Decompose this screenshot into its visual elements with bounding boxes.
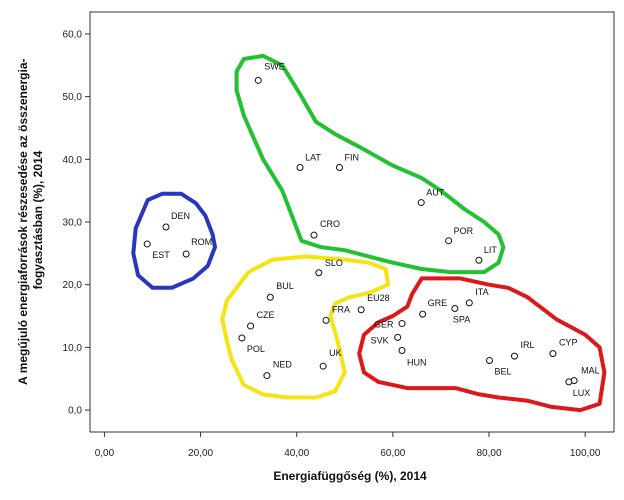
data-point-ita [465,299,473,307]
data-point-lat [296,163,304,171]
point-label-lux: LUX [573,388,591,398]
cluster-outline-red [357,276,607,413]
point-label-ger: GER [374,320,394,330]
cluster-outline-yellow [220,254,391,400]
data-point-svk [394,333,402,341]
data-point-irl [510,352,518,360]
point-label-ita: ITA [475,287,488,297]
x-tick-label: 20,00 [188,448,213,459]
data-point-ned [263,372,271,380]
data-point-gre [419,310,427,318]
point-label-hun: HUN [407,358,427,368]
point-label-gre: GRE [428,298,448,308]
cluster-outline-blue [131,191,217,290]
data-points: SWE LAT FIN AUT POR LIT CRO DEN EST ROM SLO BUL CZE P… [143,61,600,398]
data-point-fra [322,316,330,324]
data-point-por [445,237,453,245]
data-point-lux [565,378,573,386]
y-axis-title: A megújuló energiaforrások részesedése a… [16,55,45,385]
data-point-bul [266,293,274,301]
point-label-uk: UK [329,348,342,358]
y-axis-title-line-1: A megújuló energiaforrások részesedése a… [16,58,30,384]
data-point-est [143,240,151,248]
point-label-est: EST [152,250,170,260]
point-label-cze: CZE [257,310,275,320]
y-tick-label: 0,0 [68,406,82,417]
data-point-bel [485,357,493,365]
point-label-cro: CRO [320,219,340,229]
data-point-uk [319,362,327,370]
x-tick-label: 80,00 [476,448,501,459]
point-label-rom: ROM [191,237,212,247]
point-label-lit: LIT [484,245,498,255]
point-label-ned: NED [273,360,293,370]
axes: 0,00 20,00 40,00 60,00 80,00 100,00 0,0 10,0 20,… [63,29,601,459]
data-point-den [162,223,170,231]
y-axis-title-line-2: fogyasztásban (%), 2014 [31,150,45,289]
point-label-fra: FRA [332,304,350,314]
point-label-bul: BUL [276,281,294,291]
point-label-swe: SWE [264,61,285,71]
data-point-hun [398,347,406,355]
point-label-fin: FIN [345,152,360,162]
y-tick-label: 60,0 [63,29,83,40]
y-tick-label: 30,0 [63,218,83,229]
y-tick-label: 50,0 [63,92,83,103]
x-tick-label: 60,00 [380,448,405,459]
x-axis-title: Energiafüggőség (%), 2014 [273,469,427,483]
data-point-cyp [549,350,557,358]
y-tick-label: 20,0 [63,280,83,291]
data-point-spa [451,305,459,313]
plot-frame [89,11,615,433]
data-point-cro [310,231,318,239]
point-label-lat: LAT [305,152,321,162]
point-label-spa: SPA [453,315,470,325]
y-tick-label: 40,0 [63,155,83,166]
point-label-por: POR [454,226,474,236]
x-tick-label: 40,00 [284,448,309,459]
cluster-outline-green [234,53,506,275]
x-tick-label: 100,00 [570,448,601,459]
point-label-aut: AUT [426,188,445,198]
point-label-mal: MAL [581,366,600,376]
cluster-outlines [131,53,607,413]
data-point-eu28 [357,306,365,314]
y-tick-label: 10,0 [63,343,83,354]
data-point-swe [254,76,262,84]
data-point-aut [417,199,425,207]
data-point-ger [398,320,406,328]
data-point-lit [475,256,483,264]
data-point-fin [336,163,344,171]
point-label-den: DEN [171,211,190,221]
data-point-cze [247,322,255,330]
point-label-pol: POL [247,344,265,354]
point-label-bel: BEL [494,367,511,377]
x-tick-label: 0,00 [95,448,115,459]
data-point-pol [238,334,246,342]
data-point-rom [182,250,190,258]
point-label-eu28: EU28 [367,293,390,303]
data-point-slo [315,269,323,277]
point-label-slo: SLO [325,258,343,268]
point-label-svk: SVK [371,335,389,345]
point-label-cyp: CYP [559,338,578,348]
point-label-irl: IRL [520,340,534,350]
